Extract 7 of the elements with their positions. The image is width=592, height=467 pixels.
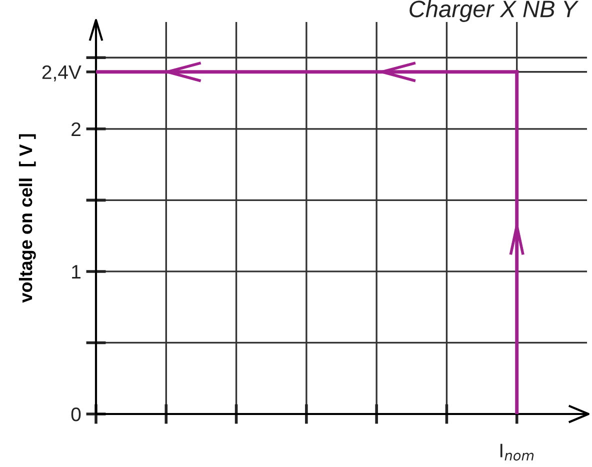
x-tick-label: I$_{nom}$ — [500, 444, 534, 461]
y-tick-label: 2,4V — [42, 65, 82, 82]
y-axis-title: voltage on cell [ V ] — [18, 134, 36, 303]
y-tick-label: 1 — [72, 265, 80, 278]
y-tick-label: 0 — [71, 407, 81, 422]
y-tick-label: 2 — [72, 122, 80, 136]
chart-title: Charger X NB Y — [410, 0, 579, 22]
